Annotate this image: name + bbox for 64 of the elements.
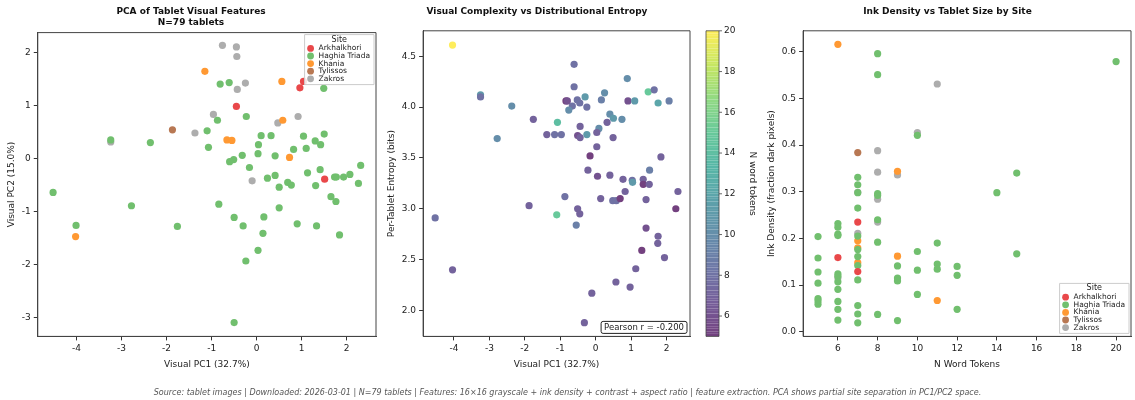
chart-subtitle: N=79 tablets — [157, 16, 225, 27]
x-tick-label: -1 — [207, 343, 217, 354]
color-bar-label: 10 — [724, 228, 736, 239]
x-tick-label: -2 — [520, 343, 530, 354]
legend-title: Site — [331, 34, 348, 44]
x-tick-label: -3 — [484, 343, 494, 354]
y-axis-title: Ink Density (fraction dark pixels) — [765, 110, 776, 258]
color-bar-label: 8 — [724, 269, 730, 280]
x-tick-label: 2 — [663, 343, 670, 354]
chart-title: Visual Complexity vs Distributional Entropy — [426, 5, 648, 16]
chart-title: Ink Density vs Tablet Size by Site — [863, 5, 1032, 16]
color-bar-label: 16 — [724, 106, 736, 117]
y-tick-label: 4.0 — [401, 101, 417, 112]
annotation: Pearson r = -0.200 — [604, 321, 684, 332]
color-bar-label: 20 — [724, 25, 736, 36]
y-tick-label: 3.5 — [401, 152, 417, 163]
x-tick-label: 0 — [253, 343, 260, 354]
x-tick-label: 10 — [911, 343, 924, 354]
x-tick-label: 6 — [835, 343, 842, 354]
x-tick-label: -4 — [72, 343, 82, 354]
y-tick-label: 0.1 — [781, 279, 797, 290]
y-tick-label: 0.4 — [781, 139, 797, 150]
x-tick-label: 12 — [951, 343, 963, 354]
color-bar-title: N word tokens — [747, 151, 758, 217]
y-tick-label: 1 — [25, 99, 31, 110]
y-tick-label: 0.5 — [781, 92, 797, 103]
y-axis-title: Visual PC2 (15.0%) — [5, 141, 16, 228]
y-tick-label: 2.0 — [401, 304, 417, 315]
x-tick-label: -4 — [449, 343, 459, 354]
y-tick-label: 0.3 — [781, 186, 797, 197]
y-tick-label: 2 — [25, 46, 31, 57]
y-tick-label: -3 — [21, 312, 31, 323]
x-tick-label: -1 — [555, 343, 565, 354]
source-note: Source: tablet images | Downloaded: 2026-03-01 | N=79 tablets | Features: 16×16 grayscale + ink density + contrast + aspect ratio | feature extraction. PCA shows partial site separation in PC1/PC2 space. — [152, 388, 983, 397]
color-bar-label: 6 — [724, 310, 730, 321]
color-bar-label: 18 — [724, 65, 736, 76]
x-tick-label: 1 — [298, 343, 305, 354]
x-axis-title: N Word Tokens — [934, 358, 1001, 369]
y-tick-label: 2.5 — [401, 253, 417, 264]
x-tick-label: 1 — [628, 343, 635, 354]
y-tick-label: 3.0 — [401, 203, 417, 214]
y-tick-label: 0.0 — [781, 326, 797, 337]
x-tick-label: 14 — [991, 343, 1003, 354]
x-tick-label: 0 — [592, 343, 599, 354]
color-bar-label: 14 — [724, 147, 736, 158]
y-axis-title: Per-Tablet Entropy (bits) — [385, 130, 396, 238]
x-tick-label: 18 — [1070, 343, 1083, 354]
color-bar-label: 12 — [724, 188, 736, 199]
x-tick-label: 2 — [343, 343, 350, 354]
x-tick-label: 20 — [1110, 343, 1123, 354]
x-tick-label: -3 — [117, 343, 127, 354]
x-tick-label: 16 — [1030, 343, 1043, 354]
y-tick-label: 0 — [25, 152, 32, 163]
legend-title: Site — [1086, 283, 1103, 293]
y-tick-label: 0.2 — [781, 232, 797, 243]
y-tick-label: 0.6 — [781, 46, 797, 57]
y-tick-label: -1 — [21, 205, 31, 216]
x-axis-title: Visual PC1 (32.7%) — [164, 358, 250, 369]
y-tick-label: -2 — [21, 259, 31, 270]
x-tick-label: 8 — [874, 343, 881, 354]
y-tick-label: 4.5 — [401, 50, 417, 61]
x-tick-label: -2 — [162, 343, 172, 354]
x-axis-title: Visual PC1 (32.7%) — [513, 358, 600, 369]
chart-title: PCA of Tablet Visual Features — [116, 5, 266, 16]
